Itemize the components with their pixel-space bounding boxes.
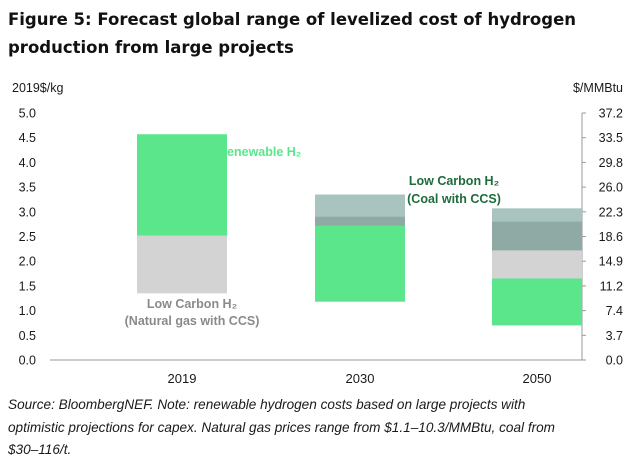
category-label: 2050 xyxy=(523,371,552,386)
annotations: Renewable H₂ Low Carbon H₂ (Coal with CCS)… xyxy=(125,145,501,328)
right-tick-label: 37.2 xyxy=(599,107,623,121)
right-tick-label: 18.6 xyxy=(599,230,623,244)
gas-label-line2: (Natural gas with CCS) xyxy=(125,314,260,328)
bar-renewable-h2 xyxy=(315,225,405,302)
left-tick-label: 3.0 xyxy=(19,205,36,219)
category-label: 2030 xyxy=(346,371,375,386)
bar-low-carbon-h2-natural-gas-with-ccs xyxy=(137,235,227,294)
right-tick-label: 0.0 xyxy=(606,354,623,368)
right-tick-label: 3.7 xyxy=(606,329,623,343)
left-tick-label: 5.0 xyxy=(19,107,36,121)
right-tick-label: 22.3 xyxy=(599,205,623,219)
bar-renewable-h2 xyxy=(492,278,582,326)
left-tick-label: 4.0 xyxy=(19,156,36,170)
bar-renewable-h2 xyxy=(137,134,227,236)
source-line1: Source: BloombergNEF. Note: renewable hy… xyxy=(8,397,526,412)
coal-label-line1: Low Carbon H₂ xyxy=(409,174,499,188)
renewable-label: Renewable H₂ xyxy=(218,145,301,159)
right-tick-label: 33.5 xyxy=(599,131,623,145)
coal-label-line2: (Coal with CCS) xyxy=(407,192,501,206)
right-axis-label: $/MMBtu xyxy=(573,81,623,95)
source-line2: optimistic projections for capex. Natura… xyxy=(8,419,556,435)
bar-overlap xyxy=(492,221,582,251)
right-tick-label: 14.9 xyxy=(599,255,623,269)
figure-title: Figure 5: Forecast global range of level… xyxy=(8,6,608,62)
source-note: Source: BloombergNEF. Note: renewable hy… xyxy=(8,394,622,462)
right-tick-label: 26.0 xyxy=(599,181,623,195)
left-tick-label: 2.5 xyxy=(19,230,36,244)
figure-title-line2: production from large projects xyxy=(8,38,294,57)
left-tick-label: 3.5 xyxy=(19,181,36,195)
right-tick-label: 11.2 xyxy=(600,279,623,293)
right-tick-label: 7.4 xyxy=(606,304,623,318)
left-tick-label: 0.5 xyxy=(19,329,36,343)
left-tick-label: 1.5 xyxy=(19,279,36,293)
figure-title-line1: Figure 5: Forecast global range of level… xyxy=(8,10,577,29)
left-tick-label: 0.0 xyxy=(19,354,36,368)
source-line3: $30–116/t. xyxy=(8,442,72,457)
left-tick-label: 2.0 xyxy=(19,255,36,269)
axes: 0.0 0.5 1.0 1.5 2.0 2.5 3.0 3.5 4.0 4.5 5.0 0.0 3.7 7… xyxy=(19,107,623,387)
left-axis-label: 2019$/kg xyxy=(12,81,63,95)
left-tick-label: 1.0 xyxy=(19,304,36,318)
right-tick-label: 29.8 xyxy=(599,156,623,170)
category-label: 2019 xyxy=(168,371,197,386)
bars xyxy=(137,134,582,326)
lcoh-chart: 2019$/kg $/MMBtu 0.0 0.5 1.0 1.5 2.0 2.5 3.0 3.… xyxy=(12,81,623,387)
left-tick-label: 4.5 xyxy=(19,131,36,145)
gas-label-line1: Low Carbon H₂ xyxy=(147,297,237,311)
